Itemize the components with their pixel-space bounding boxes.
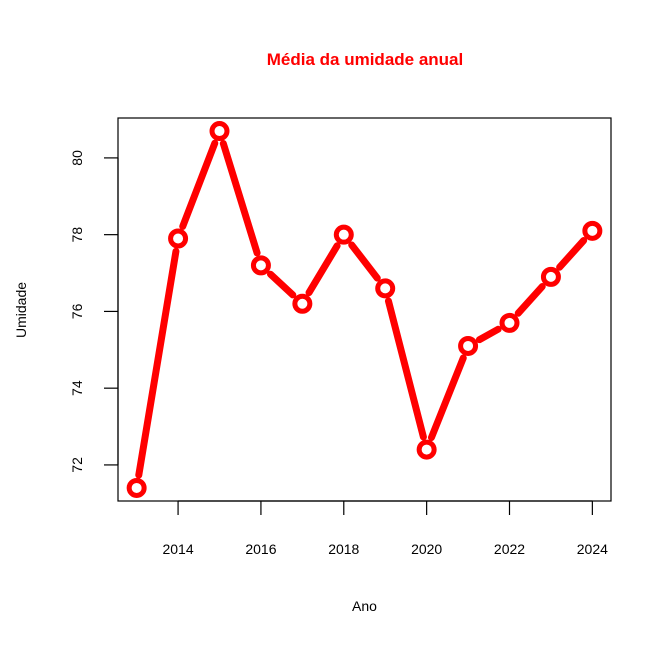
- chart-title: Média da umidade anual: [267, 50, 464, 69]
- y-axis: 72 74 76 78 80: [69, 150, 119, 473]
- data-point-center: [135, 486, 138, 490]
- data-point-center: [176, 237, 180, 240]
- data-point-center: [549, 275, 553, 279]
- data-point-center: [508, 321, 511, 325]
- x-tick-label: 2022: [494, 541, 525, 557]
- data-point: [333, 224, 354, 245]
- data-point: [292, 293, 313, 314]
- data-point: [126, 477, 147, 498]
- series-group: [126, 121, 603, 498]
- plot-frame: [117, 117, 612, 502]
- x-tick-label: 2018: [328, 541, 359, 557]
- x-axis-label: Ano: [352, 598, 377, 614]
- data-point: [499, 312, 520, 333]
- data-point-center: [466, 344, 470, 348]
- series-line-segment: [219, 139, 261, 257]
- x-tick-label: 2024: [577, 541, 608, 557]
- data-point-center: [342, 233, 345, 236]
- series-line-segment: [475, 325, 502, 344]
- data-point-center: [259, 264, 263, 267]
- y-tick-label: 80: [69, 150, 85, 166]
- y-axis-label: Umidade: [13, 282, 29, 338]
- data-point: [209, 121, 230, 142]
- data-point-center: [425, 448, 428, 451]
- data-point: [582, 220, 603, 241]
- series-line-segment: [556, 236, 588, 271]
- data-point: [540, 266, 561, 287]
- y-tick-label: 72: [69, 457, 85, 473]
- series-line-segment: [427, 354, 467, 442]
- data-point-center: [218, 129, 221, 133]
- data-point: [458, 335, 479, 356]
- x-tick-label: 2016: [245, 541, 276, 557]
- y-tick-label: 74: [69, 380, 85, 396]
- data-point: [168, 228, 189, 249]
- data-point-center: [591, 229, 594, 233]
- y-tick-label: 78: [69, 227, 85, 243]
- data-point: [250, 255, 271, 276]
- x-axis: 2014 2016 2018 2020 2022 2024: [162, 500, 608, 557]
- data-point-center: [301, 302, 304, 305]
- series-line-segment: [266, 270, 297, 299]
- series-line-segment: [305, 242, 341, 297]
- series-line-segment: [135, 247, 180, 479]
- y-tick-label: 76: [69, 303, 85, 319]
- x-tick-label: 2020: [411, 541, 442, 557]
- data-point: [416, 439, 437, 460]
- series-line-segment: [514, 283, 546, 317]
- x-tick-label: 2014: [162, 541, 193, 557]
- series-line-segment: [384, 297, 427, 441]
- data-point: [375, 278, 396, 299]
- series-line-segment: [348, 241, 381, 282]
- series-line-segment: [179, 139, 219, 230]
- data-point-center: [384, 287, 387, 290]
